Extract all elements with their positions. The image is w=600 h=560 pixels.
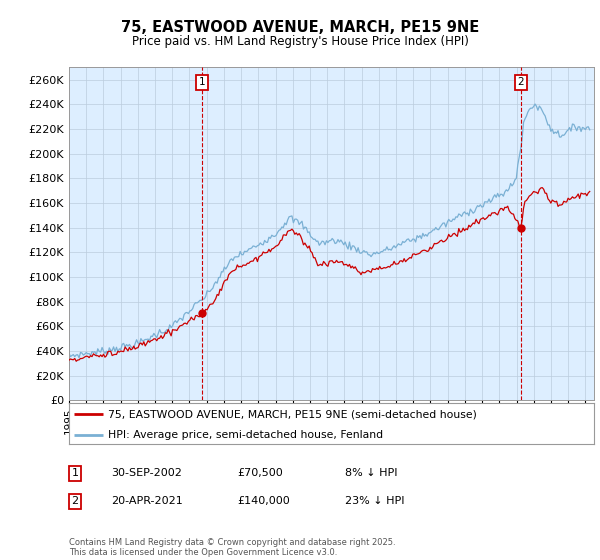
Text: 20-APR-2021: 20-APR-2021	[111, 496, 183, 506]
Text: 8% ↓ HPI: 8% ↓ HPI	[345, 468, 398, 478]
Text: £70,500: £70,500	[237, 468, 283, 478]
Text: 75, EASTWOOD AVENUE, MARCH, PE15 9NE (semi-detached house): 75, EASTWOOD AVENUE, MARCH, PE15 9NE (se…	[109, 409, 477, 419]
Text: 1: 1	[199, 77, 206, 87]
Text: 1: 1	[71, 468, 79, 478]
Text: Price paid vs. HM Land Registry's House Price Index (HPI): Price paid vs. HM Land Registry's House …	[131, 35, 469, 48]
Text: 2: 2	[518, 77, 524, 87]
Text: 30-SEP-2002: 30-SEP-2002	[111, 468, 182, 478]
Text: 75, EASTWOOD AVENUE, MARCH, PE15 9NE: 75, EASTWOOD AVENUE, MARCH, PE15 9NE	[121, 20, 479, 35]
Text: HPI: Average price, semi-detached house, Fenland: HPI: Average price, semi-detached house,…	[109, 430, 383, 440]
Text: 2: 2	[71, 496, 79, 506]
Text: 23% ↓ HPI: 23% ↓ HPI	[345, 496, 404, 506]
Text: £140,000: £140,000	[237, 496, 290, 506]
Text: Contains HM Land Registry data © Crown copyright and database right 2025.
This d: Contains HM Land Registry data © Crown c…	[69, 538, 395, 557]
